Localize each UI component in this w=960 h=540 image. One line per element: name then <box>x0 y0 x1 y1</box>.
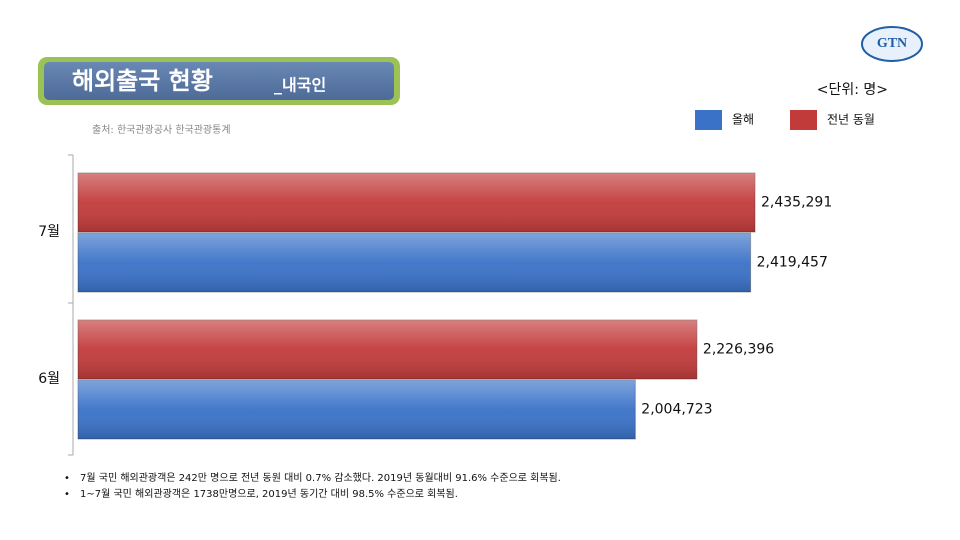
legend-swatch <box>790 110 817 130</box>
chart-title: 해외출국 현황 <box>72 67 213 95</box>
note: 1~7월 국민 해외관광객은 1738만명으로, 2019년 동기간 대비 98… <box>80 487 458 500</box>
bar-shine <box>78 380 636 439</box>
legend-swatch <box>695 110 722 130</box>
notes: • 7월 국민 해외관광객은 242만 명으로 전년 동원 대비 0.7% 감소… <box>64 471 561 500</box>
legend-label: 올해 <box>732 113 754 127</box>
value-label: 2,004,723 <box>641 402 712 418</box>
source: 출처: 한국관광공사 한국관광통계 <box>92 124 231 136</box>
y-tick-label: 7월 <box>38 224 60 240</box>
value-label: 2,435,291 <box>761 195 832 211</box>
bullet: • <box>64 473 70 484</box>
bullet: • <box>64 489 70 500</box>
y-tick-label: 6월 <box>38 371 60 387</box>
bar-shine <box>78 173 755 232</box>
value-label: 2,419,457 <box>757 255 828 271</box>
chart-subtitle: _내국인 <box>274 76 326 95</box>
unit-label: <단위: 명> <box>817 82 888 98</box>
value-label: 2,226,396 <box>703 342 774 358</box>
legend-label: 전년 동월 <box>827 113 875 127</box>
note: 7월 국민 해외관광객은 242만 명으로 전년 동원 대비 0.7% 감소했다… <box>80 471 561 484</box>
bar-shine <box>78 320 697 379</box>
logo-mark <box>861 26 923 62</box>
bar-shine <box>78 233 751 292</box>
title-box <box>44 62 394 100</box>
logo: GTN <box>877 36 907 51</box>
